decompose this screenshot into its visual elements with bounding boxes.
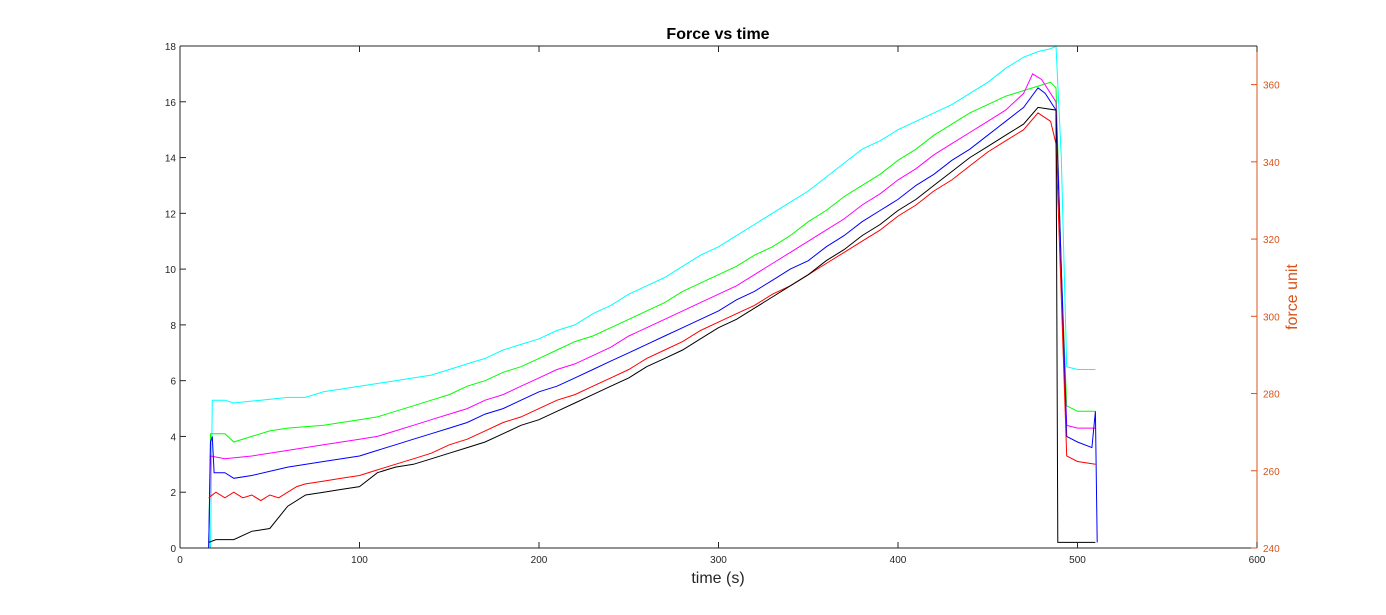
y-tick-label-9: 18 [165, 42, 177, 53]
series-line-4 [208, 112, 1096, 502]
right-y-tick-label-3: 300 [1263, 312, 1280, 323]
series-line-2 [208, 73, 1096, 549]
right-y-tick-label-5: 340 [1263, 158, 1280, 169]
series-line-1 [208, 81, 1096, 549]
x-tick-label-1: 100 [351, 555, 368, 566]
right-y-tick-label-2: 280 [1263, 390, 1280, 401]
y-tick-label-7: 14 [165, 154, 177, 165]
plot-area [180, 46, 1257, 548]
series-line-3 [208, 87, 1098, 549]
x-tick-label-6: 600 [1249, 555, 1266, 566]
x-tick-label-5: 500 [1069, 555, 1086, 566]
axes-layer: 0 100 200 300 400 500 600 0 2 4 6 8 10 12 14 16 18 240 260… [165, 42, 1280, 566]
y-tick-label-5: 10 [165, 265, 177, 276]
y-tick-label-2: 4 [170, 432, 176, 443]
series-line-5 [208, 106, 1096, 543]
x-axis-label: time (s) [691, 570, 744, 587]
x-tick-label-4: 400 [890, 555, 907, 566]
y-tick-label-6: 12 [165, 209, 177, 220]
y-tick-label-1: 2 [170, 488, 176, 499]
y-tick-label-0: 0 [170, 544, 176, 555]
y-tick-label-3: 6 [170, 377, 176, 388]
series-layer [208, 45, 1098, 549]
x-tick-label-3: 300 [710, 555, 727, 566]
right-y-tick-label-6: 360 [1263, 81, 1280, 92]
x-tick-label-0: 0 [177, 555, 183, 566]
y-tick-label-4: 8 [170, 321, 176, 332]
x-tick-label-2: 200 [531, 555, 548, 566]
y-tick-label-8: 16 [165, 98, 177, 109]
right-y-tick-label-0: 240 [1263, 544, 1280, 555]
right-y-tick-label-1: 260 [1263, 467, 1280, 478]
series-line-0 [208, 45, 1096, 549]
right-y-tick-label-4: 320 [1263, 235, 1280, 246]
chart-title: Force vs time [666, 26, 769, 43]
right-y-axis-label: force unit [1284, 264, 1301, 330]
